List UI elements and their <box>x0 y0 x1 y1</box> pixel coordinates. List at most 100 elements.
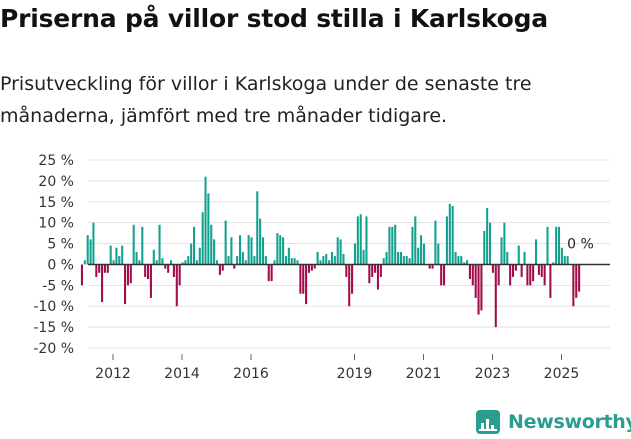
bar-chart: 25 % 20 % 15 % 10 % 5 % 0 % -5 % -10 % -15 % -20 … <box>33 153 610 382</box>
bar <box>394 224 397 265</box>
bar <box>540 264 543 277</box>
x-tick-label: 2012 <box>95 366 131 382</box>
bar <box>135 251 138 265</box>
bar <box>503 222 506 265</box>
bar <box>287 247 290 265</box>
chart-subtitle: Prisutveckling för villor i Karlskoga un… <box>0 73 532 127</box>
bar <box>477 264 480 315</box>
bar <box>302 264 305 294</box>
bar <box>348 264 351 307</box>
bar <box>534 239 538 265</box>
bar <box>517 245 520 265</box>
bar <box>141 226 144 265</box>
bar <box>563 256 566 265</box>
bar <box>152 249 155 265</box>
bar <box>437 243 440 265</box>
bar <box>184 260 187 265</box>
bar <box>549 264 552 298</box>
bar <box>259 218 262 265</box>
bar <box>261 237 265 265</box>
bar <box>138 260 141 265</box>
bar <box>187 256 190 265</box>
bar <box>155 260 158 265</box>
bar <box>198 247 201 265</box>
brand-logo: Newsworthy <box>476 407 631 437</box>
bar <box>193 226 196 265</box>
bar <box>557 226 561 265</box>
bar <box>190 243 193 265</box>
bar <box>305 264 308 305</box>
bar <box>353 243 356 265</box>
bar <box>417 247 420 265</box>
bar <box>546 226 549 265</box>
bar <box>325 254 328 265</box>
bar <box>129 264 132 284</box>
x-tick-label: 2016 <box>233 366 269 382</box>
bar <box>514 264 517 271</box>
bar <box>552 262 555 265</box>
bar <box>236 256 239 265</box>
bar <box>414 216 417 265</box>
bar <box>296 260 299 265</box>
bar <box>509 264 512 286</box>
x-tick-label: 2021 <box>406 366 442 382</box>
bar <box>290 258 293 265</box>
bar <box>460 256 463 265</box>
bar <box>440 264 443 286</box>
x-tick-label: 2025 <box>544 366 580 382</box>
bar <box>365 216 368 265</box>
bar <box>428 264 431 269</box>
bar <box>215 260 219 265</box>
bar <box>86 235 89 265</box>
bar <box>247 235 250 265</box>
bar <box>511 264 515 277</box>
bar <box>388 226 391 265</box>
bar <box>359 214 362 265</box>
bar <box>483 231 486 265</box>
bar <box>351 264 354 294</box>
bar <box>391 226 394 265</box>
bar <box>345 264 348 277</box>
bar <box>529 264 532 286</box>
bar <box>172 264 175 277</box>
bar <box>489 222 492 265</box>
bar <box>316 251 319 265</box>
bar <box>244 260 247 265</box>
bar <box>164 264 167 269</box>
bar <box>575 264 578 298</box>
bar <box>83 260 86 265</box>
bar <box>273 260 276 265</box>
bar <box>368 264 371 284</box>
bar <box>207 193 210 265</box>
y-tick-label: 0 % <box>47 257 74 273</box>
bar <box>103 264 106 273</box>
bar <box>468 264 471 280</box>
bar <box>520 264 523 277</box>
bar <box>149 264 152 298</box>
bar <box>336 237 339 265</box>
bar <box>422 243 425 265</box>
bar <box>555 226 558 265</box>
bar <box>253 256 256 265</box>
bar <box>175 264 178 307</box>
bar <box>572 264 575 307</box>
brand-name: Newsworthy <box>508 411 631 433</box>
bar <box>532 264 535 282</box>
y-tick-label: 10 % <box>38 216 74 232</box>
bar <box>494 264 497 328</box>
bar <box>379 264 382 277</box>
bar <box>181 262 184 265</box>
bar <box>543 264 546 286</box>
chart-title: Priserna på villor stod stilla i Karlsko… <box>0 4 548 33</box>
bar <box>112 260 115 265</box>
bar <box>408 258 411 265</box>
bar <box>167 264 170 273</box>
bar <box>448 203 451 265</box>
bar <box>213 239 216 265</box>
bar <box>371 264 374 277</box>
bar <box>233 264 236 269</box>
bar <box>497 264 500 286</box>
bar <box>405 256 408 265</box>
bar <box>144 264 147 277</box>
bar <box>420 235 423 265</box>
